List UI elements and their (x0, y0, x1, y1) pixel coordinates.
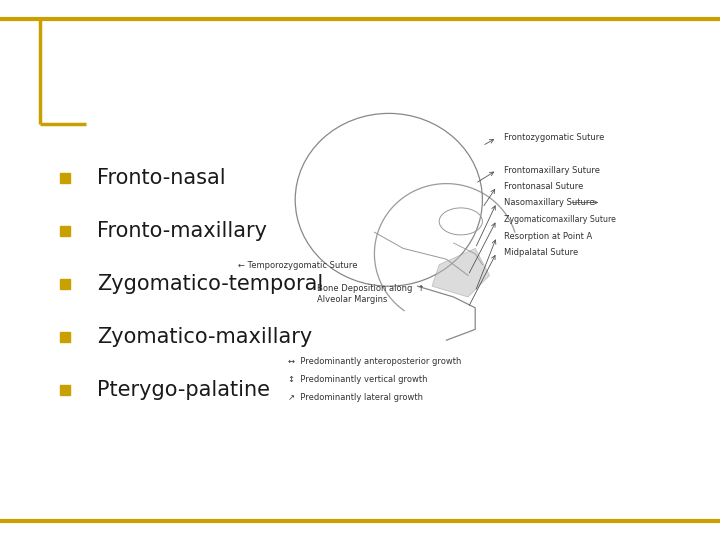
Text: Frontomaxillary Suture: Frontomaxillary Suture (504, 166, 600, 174)
Polygon shape (432, 248, 490, 297)
Text: Zygomatico-temporal: Zygomatico-temporal (97, 274, 323, 294)
Text: ↕  Predominantly vertical growth: ↕ Predominantly vertical growth (288, 375, 428, 384)
Text: Frontonasal Suture: Frontonasal Suture (504, 182, 583, 191)
Text: Pterygo-palatine: Pterygo-palatine (97, 380, 270, 400)
Text: Nasomaxillary Suture: Nasomaxillary Suture (504, 198, 595, 207)
Text: Fronto-maxillary: Fronto-maxillary (97, 221, 267, 241)
Text: Bone Deposition along  ↑: Bone Deposition along ↑ (317, 285, 424, 293)
Text: ↔  Predominantly anteroposterior growth: ↔ Predominantly anteroposterior growth (288, 357, 462, 366)
Text: Midpalatal Suture: Midpalatal Suture (504, 248, 578, 256)
Text: Zygomaticomaxillary Suture: Zygomaticomaxillary Suture (504, 215, 616, 224)
Text: ↗  Predominantly lateral growth: ↗ Predominantly lateral growth (288, 393, 423, 402)
Text: Resorption at Point A: Resorption at Point A (504, 232, 593, 241)
Text: Zyomatico-maxillary: Zyomatico-maxillary (97, 327, 312, 347)
Text: Fronto-nasal: Fronto-nasal (97, 168, 226, 188)
Text: Frontozygomatic Suture: Frontozygomatic Suture (504, 133, 604, 142)
Text: ← Temporozygomatic Suture: ← Temporozygomatic Suture (238, 261, 357, 270)
Text: Alveolar Margins: Alveolar Margins (317, 295, 387, 304)
